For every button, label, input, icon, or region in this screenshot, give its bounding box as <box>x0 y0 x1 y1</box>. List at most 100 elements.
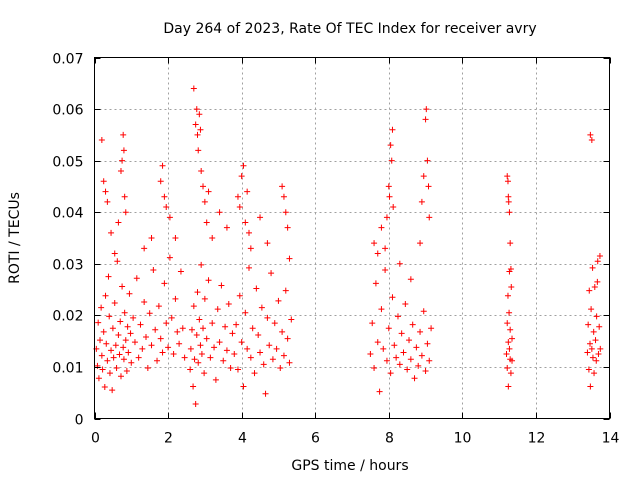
data-point <box>596 323 603 330</box>
data-point <box>236 292 243 299</box>
data-point <box>174 328 181 335</box>
data-point <box>165 344 172 351</box>
data-point <box>166 214 173 221</box>
y-tick-label: 0.07 <box>52 52 83 68</box>
data-point <box>233 321 240 328</box>
data-point <box>144 364 151 371</box>
data-point <box>584 349 591 356</box>
y-tick-label: 0.02 <box>52 309 83 325</box>
data-point <box>286 255 293 262</box>
data-point <box>282 287 289 294</box>
data-point <box>398 330 405 337</box>
data-point <box>119 157 126 164</box>
data-point <box>201 198 208 205</box>
data-point <box>161 193 168 200</box>
data-point <box>374 250 381 257</box>
data-point <box>396 361 403 368</box>
data-point <box>161 280 168 287</box>
data-point <box>426 357 433 364</box>
data-point <box>229 330 236 337</box>
y-tick-label: 0 <box>75 413 84 429</box>
data-point <box>507 240 514 247</box>
data-point <box>280 352 287 359</box>
data-point <box>382 266 389 273</box>
data-point <box>223 224 230 231</box>
data-point <box>507 326 514 333</box>
data-point <box>586 287 593 294</box>
data-point <box>266 342 273 349</box>
data-point <box>286 359 293 366</box>
data-point <box>194 131 201 138</box>
data-point <box>587 131 594 138</box>
data-point <box>163 320 170 327</box>
data-point <box>192 121 199 128</box>
data-point <box>170 351 177 358</box>
data-point <box>99 366 106 373</box>
data-point <box>100 178 107 185</box>
data-point <box>120 344 127 351</box>
data-point <box>387 142 394 149</box>
data-point <box>123 368 130 375</box>
data-point <box>209 320 216 327</box>
data-point <box>260 361 267 368</box>
data-point <box>155 303 162 310</box>
data-point <box>588 137 595 144</box>
data-point <box>220 357 227 364</box>
data-point <box>592 337 599 344</box>
data-point <box>391 342 398 349</box>
data-point <box>192 401 199 408</box>
data-point <box>222 323 229 330</box>
data-point <box>389 294 396 301</box>
data-point <box>195 359 202 366</box>
data-point <box>400 349 407 356</box>
data-point <box>588 306 595 313</box>
data-point <box>423 106 430 113</box>
data-point <box>179 325 186 332</box>
data-point <box>197 342 204 349</box>
data-point <box>418 352 425 359</box>
data-point <box>146 310 153 317</box>
data-point <box>126 290 133 297</box>
data-point <box>589 354 596 361</box>
data-point <box>201 295 208 302</box>
data-point <box>108 347 115 354</box>
data-point <box>413 344 420 351</box>
data-point <box>418 198 425 205</box>
data-point <box>122 209 129 216</box>
data-point <box>247 354 254 361</box>
data-point <box>242 309 249 316</box>
data-point <box>258 304 265 311</box>
data-point <box>193 106 200 113</box>
data-point <box>103 340 110 347</box>
data-point <box>257 349 264 356</box>
data-point <box>374 339 381 346</box>
data-point <box>505 198 512 205</box>
data-point <box>506 345 513 352</box>
data-point <box>249 325 256 332</box>
data-point <box>124 323 131 330</box>
data-point <box>591 283 598 290</box>
data-point <box>593 357 600 364</box>
data-point <box>106 370 113 377</box>
x-tick-label: 10 <box>454 431 472 447</box>
data-point <box>196 316 203 323</box>
data-point <box>98 304 105 311</box>
data-point <box>106 313 113 320</box>
data-point <box>503 351 510 358</box>
data-point <box>591 370 598 377</box>
x-tick-label: 2 <box>164 431 173 447</box>
data-point <box>117 318 124 325</box>
data-point <box>135 354 142 361</box>
data-point <box>152 326 159 333</box>
data-point <box>117 373 124 380</box>
data-point <box>190 383 197 390</box>
data-point <box>372 280 379 287</box>
data-point <box>383 357 390 364</box>
data-point <box>422 116 429 123</box>
data-point <box>166 254 173 261</box>
data-point <box>595 351 602 358</box>
data-point <box>394 313 401 320</box>
data-point <box>279 183 286 190</box>
data-point <box>157 335 164 342</box>
